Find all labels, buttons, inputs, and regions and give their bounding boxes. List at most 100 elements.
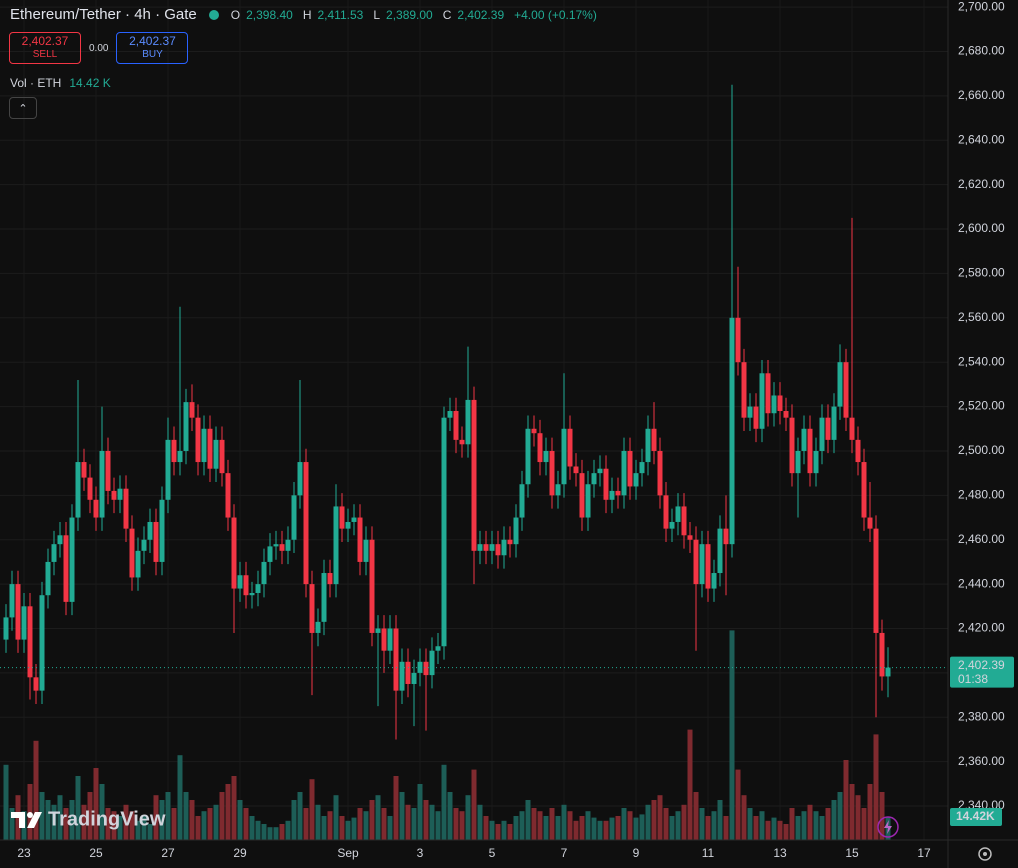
volume-bar xyxy=(801,811,807,840)
volume-value: 14.42 K xyxy=(69,76,111,90)
candle-body xyxy=(567,428,573,467)
candle-body xyxy=(495,544,501,556)
candle-body xyxy=(345,521,351,529)
x-tick-label: 7 xyxy=(561,846,568,860)
candle-body xyxy=(693,539,699,585)
volume-bar xyxy=(357,808,363,840)
candle-body xyxy=(873,528,879,633)
candle-body xyxy=(309,584,315,633)
alert-icon[interactable] xyxy=(877,816,899,838)
sell-price[interactable]: 2,402.37 xyxy=(21,34,69,48)
volume-bar xyxy=(501,820,507,840)
candle-body xyxy=(813,450,819,474)
volume-bar xyxy=(807,804,813,840)
volume-bar xyxy=(849,784,855,840)
candle-body xyxy=(597,468,603,474)
logo-mark xyxy=(27,812,42,828)
volume-bar xyxy=(249,816,255,840)
volume-bar xyxy=(879,792,885,840)
volume-bar xyxy=(759,811,765,840)
candle-body xyxy=(201,428,207,463)
volume-bar xyxy=(465,795,471,840)
volume-bar xyxy=(51,804,57,840)
volume-bar xyxy=(735,769,741,840)
volume-bar xyxy=(201,811,207,840)
volume-bar xyxy=(261,824,267,840)
volume-bar xyxy=(495,824,501,840)
y-tick-label: 2,700.00 xyxy=(958,0,1005,13)
candle-body xyxy=(93,499,99,518)
volume-bar xyxy=(129,811,135,840)
volume-bar xyxy=(765,820,771,840)
candle-body xyxy=(471,399,477,551)
settings-icon[interactable] xyxy=(978,847,992,861)
status-dot xyxy=(208,9,219,20)
candle-body xyxy=(807,428,813,474)
volume-bar xyxy=(309,779,315,840)
candle-body xyxy=(375,628,381,633)
volume-bar xyxy=(183,792,189,840)
volume-bar xyxy=(381,808,387,840)
candle-body xyxy=(291,495,297,540)
candle-body xyxy=(141,539,147,551)
buy-button[interactable]: 2,402.37 BUY xyxy=(116,32,189,64)
price-tag xyxy=(950,656,1014,688)
volume-bar xyxy=(219,792,225,840)
x-tick-label: 13 xyxy=(773,846,787,860)
volume-bar xyxy=(315,804,321,840)
y-tick-label: 2,540.00 xyxy=(958,354,1005,368)
volume-bar xyxy=(423,800,429,840)
volume-bar xyxy=(513,816,519,840)
logo-mark xyxy=(27,812,33,818)
candle-body xyxy=(885,667,891,677)
volume-bar xyxy=(699,808,705,840)
volume-bar xyxy=(417,784,423,840)
volume-bar xyxy=(675,811,681,840)
sell-label[interactable]: SELL xyxy=(32,49,58,60)
candle-body xyxy=(501,539,507,556)
ohlc-key: C xyxy=(442,7,452,22)
volume-bar xyxy=(639,814,645,840)
candle-body xyxy=(261,561,267,585)
sell-button[interactable]: 2,402.37 SELL xyxy=(9,32,81,64)
volume-bar xyxy=(747,808,753,840)
alert-button[interactable] xyxy=(877,816,899,838)
candle-body xyxy=(459,439,465,445)
candle-body xyxy=(555,484,561,496)
candle-body xyxy=(819,417,825,451)
volume-bar xyxy=(837,792,843,840)
settings-icon[interactable] xyxy=(983,852,987,856)
volume-bar xyxy=(657,795,663,840)
collapse-button[interactable]: ⌃ xyxy=(9,97,37,119)
x-tick-label: 27 xyxy=(161,846,175,860)
candle-body xyxy=(801,428,807,451)
volume-bar xyxy=(303,808,309,840)
settings-button[interactable] xyxy=(978,847,992,861)
buy-label[interactable]: BUY xyxy=(142,49,163,60)
symbol[interactable]: Ethereum/Tether · 4h · Gate xyxy=(10,6,197,23)
candle-body xyxy=(357,517,363,562)
candle-body xyxy=(747,406,753,418)
ohlc-value: 2,411.53 xyxy=(317,7,364,22)
volume-bar xyxy=(63,808,69,840)
candle-body xyxy=(387,628,393,651)
candle-body xyxy=(477,544,483,551)
candle-body xyxy=(507,539,513,545)
volume-bar xyxy=(561,804,567,840)
volume-bar xyxy=(549,808,555,840)
volume-bar xyxy=(291,800,297,840)
volume-bar xyxy=(93,768,99,840)
volume-layer xyxy=(3,630,891,840)
candle-body xyxy=(855,439,861,463)
alert-icon[interactable] xyxy=(884,820,892,834)
candle-body xyxy=(513,517,519,545)
volume-bar xyxy=(123,804,129,840)
volume-bar xyxy=(369,800,375,840)
y-tick-label: 2,360.00 xyxy=(958,754,1005,768)
volume-bar xyxy=(669,816,675,840)
candle-body xyxy=(33,677,39,691)
volume-bar xyxy=(813,811,819,840)
buy-price[interactable]: 2,402.37 xyxy=(129,34,176,48)
